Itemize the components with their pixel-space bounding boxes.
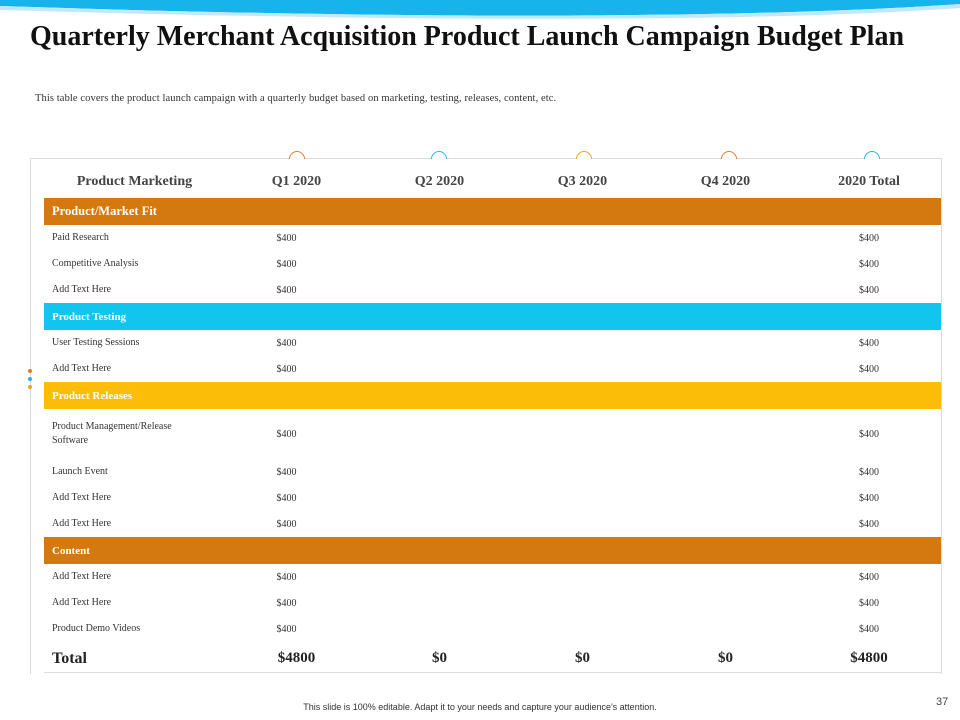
- cell-total: $400: [859, 623, 879, 635]
- table-row: Add Text Here $400 $400: [44, 511, 941, 537]
- table-row: Add Text Here $400 $400: [44, 564, 941, 590]
- cell-q1: $400: [276, 284, 297, 296]
- slide-title: Quarterly Merchant Acquisition Product L…: [30, 21, 905, 52]
- table-row: Paid Research $400 $400: [44, 225, 941, 251]
- table-row: Add Text Here $400 $400: [44, 277, 941, 303]
- row-label: Add Text Here: [52, 518, 112, 529]
- slide-subtitle: This table covers the product launch cam…: [35, 93, 557, 104]
- cell-q1: $400: [276, 466, 297, 478]
- section-header-product-testing: Product Testing: [44, 303, 941, 330]
- cell-q1: $400: [276, 258, 297, 270]
- cell-total: $400: [859, 284, 879, 296]
- header-product-marketing: Product Marketing: [76, 173, 193, 189]
- cell-q1: $400: [276, 363, 297, 375]
- total-q1: $4800: [277, 650, 316, 666]
- table-frame: [30, 158, 942, 674]
- cell-q1: $400: [276, 518, 297, 530]
- cell-q1: $400: [276, 623, 297, 635]
- header-q2: Q2 2020: [414, 173, 465, 189]
- row-label: Paid Research: [52, 232, 109, 243]
- row-label: Launch Event: [52, 466, 108, 477]
- row-label: User Testing Sessions: [52, 337, 140, 348]
- table-row: User Testing Sessions $400 $400: [44, 330, 941, 356]
- row-label: Add Text Here: [52, 363, 112, 374]
- table-frame-bottom: [44, 672, 942, 673]
- cell-total: $400: [859, 466, 879, 478]
- row-label: Add Text Here: [52, 597, 112, 608]
- total-q2: $0: [432, 650, 447, 666]
- row-label: Product Demo Videos: [52, 623, 141, 634]
- header-q1: Q1 2020: [271, 173, 322, 189]
- slide-footer: This slide is 100% editable. Adapt it to…: [303, 702, 657, 712]
- row-label: Add Text Here: [52, 284, 112, 295]
- row-label: Competitive Analysis: [52, 258, 139, 269]
- cell-q1: $400: [276, 232, 297, 244]
- table-row: Product Management/Release Software $400…: [44, 409, 941, 459]
- cell-q1: $400: [276, 492, 297, 504]
- row-label: Add Text Here: [52, 571, 112, 582]
- table-header-row: Product Marketing Q1 2020 Q2 2020 Q3 202…: [44, 165, 941, 198]
- cell-q1: $400: [276, 597, 297, 609]
- table-row: Add Text Here $400 $400: [44, 356, 941, 382]
- table-row: Add Text Here $400 $400: [44, 590, 941, 616]
- total-q4: $0: [718, 650, 733, 666]
- row-label: Product Management/Release Software: [52, 421, 172, 446]
- total-q3: $0: [575, 650, 590, 666]
- header-q3: Q3 2020: [557, 173, 608, 189]
- cell-total: $400: [859, 232, 879, 244]
- section-header-product-releases: Product Releases: [44, 382, 941, 409]
- section-header-product-market-fit: Product/Market Fit: [44, 198, 941, 225]
- cell-total: $400: [859, 597, 879, 609]
- total-year: $4800: [850, 650, 888, 666]
- cell-total: $400: [859, 571, 879, 583]
- header-q4: Q4 2020: [700, 173, 751, 189]
- section-header-content: Content: [44, 537, 941, 564]
- top-wave-decoration: [0, 0, 960, 19]
- total-label: Total: [52, 649, 87, 667]
- cell-q1: $400: [276, 428, 297, 440]
- total-row: Total $4800 $0 $0 $0 $4800: [44, 642, 941, 675]
- row-label: Add Text Here: [52, 492, 112, 503]
- page-number: 37: [936, 696, 949, 708]
- table-row: Launch Event $400 $400: [44, 459, 941, 485]
- cell-total: $400: [859, 363, 879, 375]
- table-row: Competitive Analysis $400 $400: [44, 251, 941, 277]
- budget-table: Product Marketing Q1 2020 Q2 2020 Q3 202…: [44, 165, 941, 675]
- table-row: Add Text Here $400 $400: [44, 485, 941, 511]
- cell-q1: $400: [276, 337, 297, 349]
- cell-total: $400: [859, 258, 879, 270]
- cell-q1: $400: [276, 571, 297, 583]
- side-dots-decoration: [28, 369, 34, 393]
- cell-total: $400: [859, 492, 879, 504]
- table-row: Product Demo Videos $400 $400: [44, 616, 941, 642]
- header-total: 2020 Total: [838, 173, 900, 189]
- cell-total: $400: [859, 428, 879, 440]
- cell-total: $400: [859, 518, 879, 530]
- cell-total: $400: [859, 337, 879, 349]
